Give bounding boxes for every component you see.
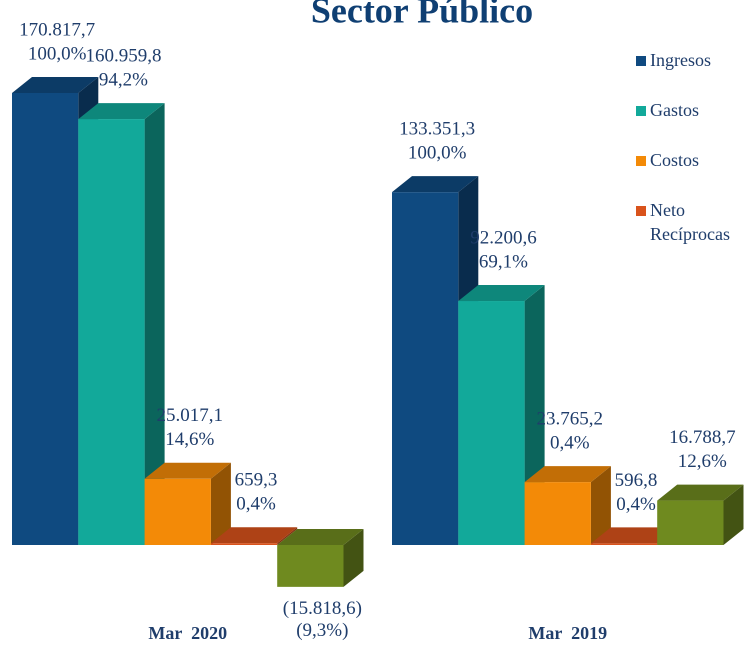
bar bbox=[210, 543, 278, 545]
percent-label: 69,1% bbox=[479, 251, 528, 272]
value-label: 160.959,8 bbox=[85, 45, 161, 66]
legend-label: Costos bbox=[650, 150, 700, 170]
bar bbox=[524, 482, 591, 545]
bar-top bbox=[458, 285, 545, 302]
bar bbox=[590, 543, 658, 545]
bar-side bbox=[144, 103, 165, 545]
bar bbox=[458, 301, 525, 545]
percent-label: 100,0% bbox=[408, 142, 467, 163]
percent-label: 0,4% bbox=[550, 432, 590, 453]
chart-title: Sector Público bbox=[311, 0, 533, 30]
bar-top bbox=[392, 176, 479, 193]
bar bbox=[78, 119, 145, 545]
legend-swatch bbox=[636, 156, 646, 166]
category-label: Mar 2019 bbox=[528, 623, 607, 643]
bar-top bbox=[657, 484, 744, 501]
value-label: (15.818,6) bbox=[283, 598, 362, 619]
value-label: 16.788,7 bbox=[669, 427, 736, 448]
legend-label: Gastos bbox=[650, 100, 699, 120]
bar bbox=[657, 500, 724, 545]
legend-item: Gastos bbox=[636, 98, 748, 148]
percent-label: 94,2% bbox=[99, 69, 148, 90]
percent-label: (9,3%) bbox=[296, 620, 348, 641]
value-label: 596,8 bbox=[615, 470, 658, 491]
bar-top bbox=[78, 103, 165, 120]
bar-side bbox=[277, 527, 298, 545]
percent-label: 12,6% bbox=[678, 451, 727, 472]
bar-side bbox=[210, 462, 231, 545]
legend-item: Neto Recíprocas bbox=[636, 198, 748, 248]
legend: Ingresos Gastos Costos Neto Recíprocas bbox=[636, 48, 748, 248]
percent-label: 100,0% bbox=[28, 43, 87, 64]
bar-side bbox=[343, 529, 364, 587]
percent-label: 0,4% bbox=[236, 494, 276, 515]
bar-top bbox=[524, 466, 611, 483]
legend-swatch bbox=[636, 56, 646, 66]
bar bbox=[392, 192, 459, 545]
legend-label: Neto Recíprocas bbox=[650, 200, 730, 244]
legend-item: Ingresos bbox=[636, 48, 748, 98]
category-label: Mar 2020 bbox=[148, 623, 227, 643]
bar bbox=[12, 93, 79, 545]
legend-label: Ingresos bbox=[650, 50, 711, 70]
bar-side bbox=[723, 484, 744, 545]
bar-top bbox=[144, 462, 231, 479]
bar-side bbox=[590, 466, 611, 545]
bar-top bbox=[590, 527, 678, 544]
value-label: 25.017,1 bbox=[157, 405, 224, 426]
value-label: 92.200,6 bbox=[470, 227, 537, 248]
bar bbox=[277, 545, 344, 587]
percent-label: 14,6% bbox=[165, 429, 214, 450]
bar bbox=[144, 478, 211, 545]
legend-item: Costos bbox=[636, 148, 748, 198]
bar-top bbox=[277, 529, 364, 545]
value-label: 170.817,7 bbox=[19, 19, 95, 40]
value-label: 133.351,3 bbox=[399, 118, 475, 139]
percent-label: 0,4% bbox=[616, 494, 656, 515]
bar-top bbox=[210, 527, 298, 544]
legend-swatch bbox=[636, 106, 646, 116]
value-label: 23.765,2 bbox=[537, 408, 604, 429]
bar-top bbox=[12, 77, 99, 93]
legend-swatch bbox=[636, 206, 646, 216]
value-label: 659,3 bbox=[235, 470, 278, 491]
